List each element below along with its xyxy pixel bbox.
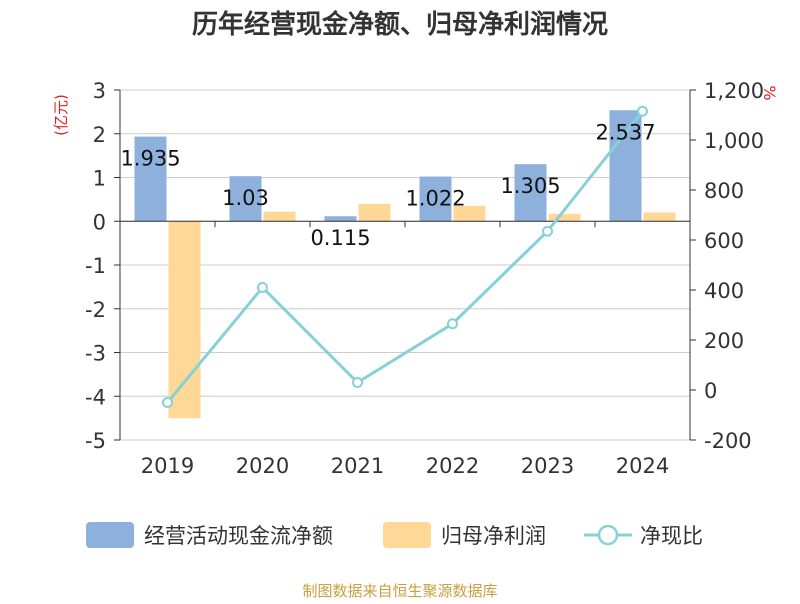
legend-label-net-cash-ratio: 净现比: [640, 524, 703, 548]
bar-net-profit: [358, 203, 391, 222]
bar-net-profit: [263, 211, 296, 222]
plot-area: 3 2 1 0 -1 -2 -3 -4 -5 1,200 1,000 800 600 400 200 0 -20…: [85, 79, 764, 478]
data-label-operating-cashflow: 2.537: [595, 120, 655, 144]
legend-label-operating-cashflow: 经营活动现金流净额: [144, 524, 333, 548]
line-point-net-cash-ratio: [352, 377, 363, 388]
y-left-tick-label: 0: [93, 210, 106, 234]
data-label-operating-cashflow: 1.03: [222, 186, 269, 210]
bar-net-profit: [548, 213, 581, 222]
line-point-net-cash-ratio: [162, 397, 173, 408]
bar-operating-cashflow: [324, 216, 357, 222]
chart-title: 历年经营现金净额、归母净利润情况: [192, 9, 608, 40]
y-left-tick-label: -3: [85, 342, 106, 366]
y-right-unit-label: %: [760, 85, 779, 100]
line-point-net-cash-ratio: [637, 105, 648, 117]
line-net-cash-ratio: [166, 110, 644, 404]
data-label-operating-cashflow: 1.305: [500, 174, 560, 198]
bar-operating-cashflow: [514, 164, 547, 222]
legend-label-net-profit: 归母净利润: [441, 524, 546, 548]
x-tick-label: 2019: [141, 454, 194, 478]
source-note: 制图数据来自恒生聚源数据库: [302, 582, 497, 600]
x-tick-label: 2021: [331, 454, 384, 478]
legend-marker-net-cash-ratio: [597, 524, 619, 546]
y-left-tick-label: -1: [85, 254, 106, 278]
bar-net-profit: [453, 205, 486, 222]
y-right-tick-label: 1,000: [704, 129, 764, 153]
legend: 经营活动现金流净额 归母净利润 净现比: [86, 522, 703, 548]
bar-operating-cashflow: [229, 176, 262, 222]
x-tick-label: 2023: [521, 454, 574, 478]
x-tick-label: 2024: [616, 454, 669, 478]
bar-operating-cashflow: [134, 136, 167, 222]
bar-operating-cashflow: [419, 176, 452, 222]
y-right-tick-label: 600: [704, 229, 744, 253]
data-label-operating-cashflow: 0.115: [310, 226, 370, 250]
x-tick-label: 2022: [426, 454, 479, 478]
y-right-tick-label: -200: [704, 429, 752, 453]
y-right-tick-label: 1,200: [704, 79, 764, 103]
bar-operating-cashflow: [609, 110, 642, 222]
y-left-tick-label: -4: [85, 385, 106, 409]
bar-net-profit: [168, 221, 201, 419]
line-point-net-cash-ratio: [257, 282, 268, 293]
data-label-operating-cashflow: 1.022: [405, 187, 465, 211]
line-point-net-cash-ratio: [447, 318, 458, 330]
y-left-unit-label: (亿元): [52, 94, 70, 136]
line-point-net-cash-ratio: [542, 225, 553, 237]
data-label-operating-cashflow: 1.935: [120, 147, 180, 171]
y-left-tick-label: 2: [93, 123, 106, 147]
y-right-tick-label: 0: [704, 379, 717, 403]
y-right-tick-label: 200: [704, 329, 744, 353]
legend-swatch-operating-cashflow: [86, 522, 134, 548]
y-left-tick-label: 3: [93, 79, 106, 103]
y-left-tick-label: -2: [85, 298, 106, 322]
x-tick-label: 2020: [236, 454, 289, 478]
y-left-tick-label: -5: [85, 429, 106, 453]
y-right-tick-label: 800: [704, 179, 744, 203]
legend-swatch-net-profit: [383, 522, 431, 548]
bar-net-profit: [643, 212, 676, 222]
y-left-tick-label: 1: [93, 167, 106, 191]
y-right-tick-label: 400: [704, 279, 744, 303]
